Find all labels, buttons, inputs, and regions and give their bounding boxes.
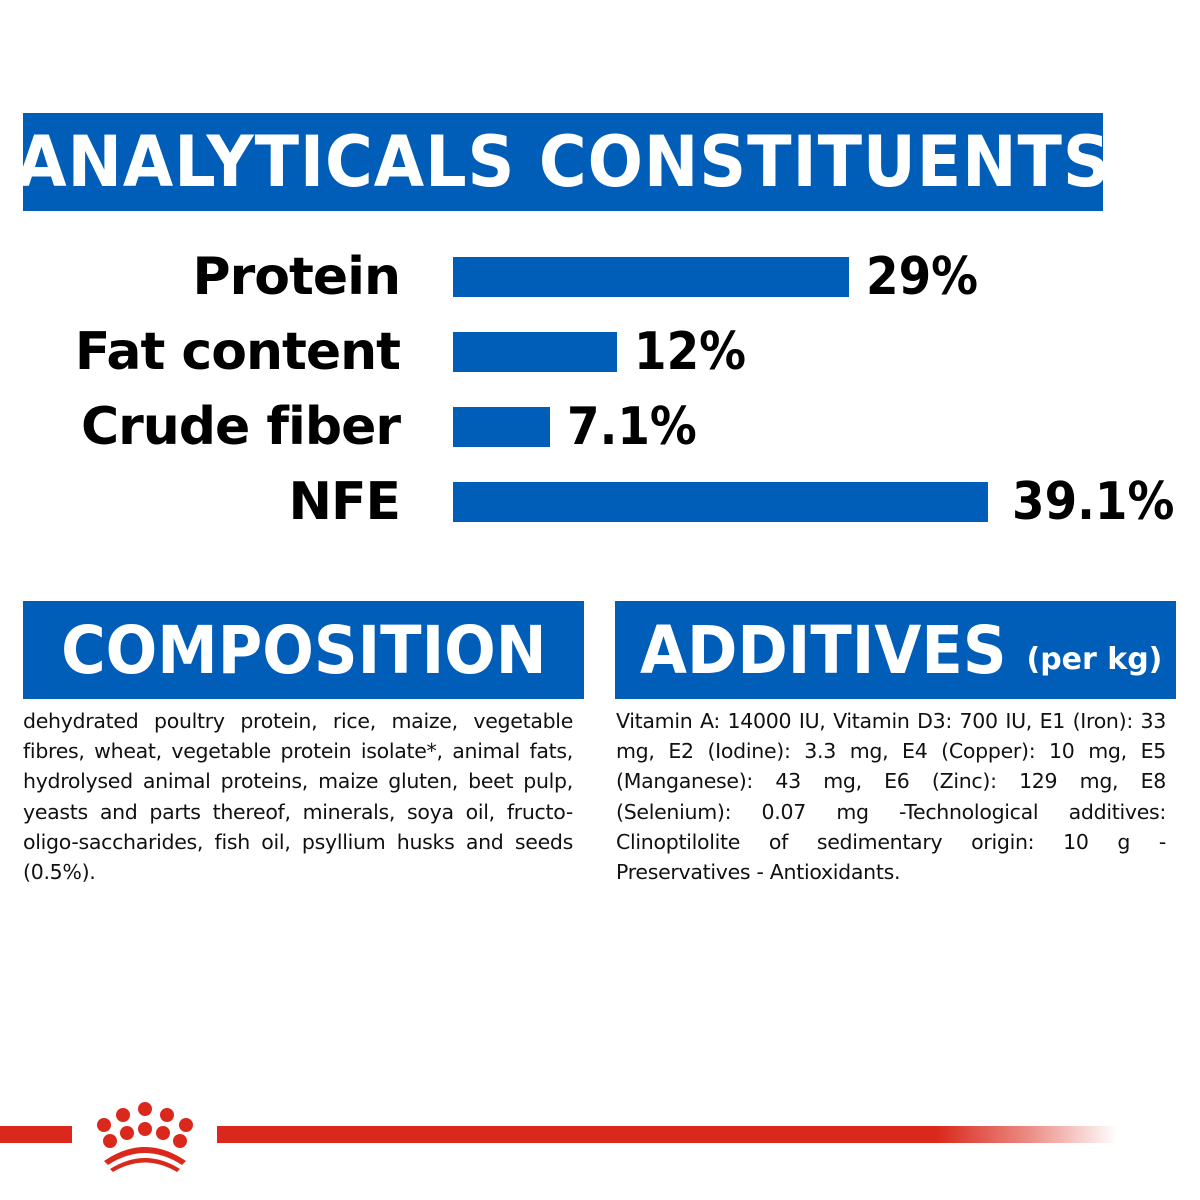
additives-banner: ADDITIVES (per kg) xyxy=(615,601,1176,699)
additives-title: ADDITIVES xyxy=(640,611,1007,689)
additives-subtitle: (per kg) xyxy=(1026,641,1163,677)
bar-nfe xyxy=(453,482,988,522)
composition-banner: COMPOSITION xyxy=(23,601,584,699)
footer-stripe-left xyxy=(0,1126,72,1143)
row-label-protein: Protein xyxy=(192,247,401,307)
row-label-fat: Fat content xyxy=(74,322,401,382)
value-protein: 29% xyxy=(866,247,979,307)
footer-stripe-right xyxy=(217,1126,1117,1143)
additives-text: Vitamin A: 14000 IU, Vitamin D3: 700 IU,… xyxy=(616,709,1166,885)
banner-title: ANALYTICALS CONSTITUENTS xyxy=(15,121,1111,203)
crown-icon xyxy=(97,1102,193,1172)
value-fat: 12% xyxy=(634,322,747,382)
composition-text: dehydrated poultry protein, rice, maize,… xyxy=(23,709,573,885)
value-fiber: 7.1% xyxy=(567,397,697,457)
analytical-constituents-banner: ANALYTICALS CONSTITUENTS xyxy=(16,113,1109,211)
row-label-nfe: NFE xyxy=(288,472,401,532)
row-label-fiber: Crude fiber xyxy=(80,397,401,457)
bar-fiber xyxy=(453,407,550,447)
composition-title: COMPOSITION xyxy=(60,611,547,689)
bar-fat xyxy=(453,332,617,372)
value-nfe: 39.1% xyxy=(1012,472,1175,532)
bar-protein xyxy=(453,257,849,297)
